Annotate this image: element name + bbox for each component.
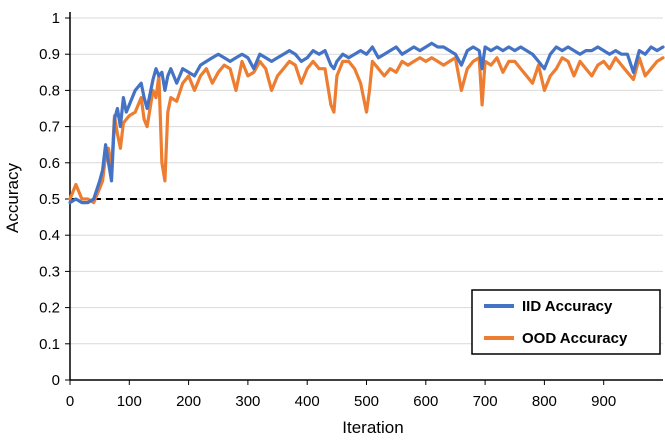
x-tick-label: 200 <box>176 393 201 410</box>
y-tick-label: 0.2 <box>39 300 60 317</box>
x-tick-label: 300 <box>235 393 260 410</box>
y-tick-label: 0.4 <box>39 227 60 244</box>
y-tick-label: 0.5 <box>39 191 60 208</box>
y-tick-label: 0.9 <box>39 46 60 63</box>
x-tick-label: 0 <box>66 393 74 410</box>
legend-label-iid: IID Accuracy <box>522 298 613 315</box>
x-tick-label: 800 <box>532 393 557 410</box>
series-lines <box>68 41 665 205</box>
x-tick-label: 400 <box>295 393 320 410</box>
y-tick-label: 0.3 <box>39 263 60 280</box>
x-tick-label: 600 <box>413 393 438 410</box>
legend-box <box>471 289 661 355</box>
y-axis-ticks: 0 0.1 0.2 0.3 0.4 0.5 0.6 0.7 0.8 0.9 1 <box>39 10 70 389</box>
x-tick-label: 500 <box>354 393 379 410</box>
x-tick-label: 900 <box>591 393 616 410</box>
series-line-ood <box>68 56 665 205</box>
y-tick-label: 0.6 <box>39 155 60 172</box>
y-tick-label: 1 <box>52 10 60 27</box>
y-tick-label: 0 <box>52 372 60 389</box>
y-tick-label: 0.1 <box>39 336 60 353</box>
x-tick-label: 700 <box>473 393 498 410</box>
legend: IID Accuracy OOD Accuracy <box>471 289 661 355</box>
legend-label-ood: OOD Accuracy <box>522 330 628 347</box>
y-axis-title: Accuracy <box>3 163 22 233</box>
x-axis-ticks: 0 100 200 300 400 500 600 700 800 900 <box>66 380 616 410</box>
series-line-iid <box>68 41 665 205</box>
x-tick-label: 100 <box>117 393 142 410</box>
y-tick-label: 0.7 <box>39 119 60 136</box>
y-tick-label: 0.8 <box>39 82 60 99</box>
x-axis-title: Iteration <box>342 418 403 437</box>
